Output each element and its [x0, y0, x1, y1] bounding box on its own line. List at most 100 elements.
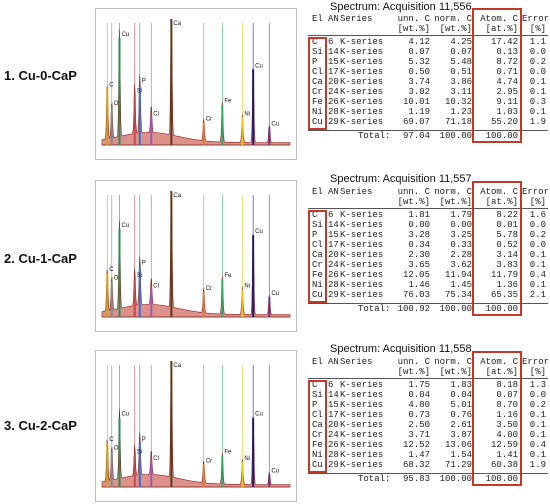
header-series: Series	[340, 14, 373, 24]
total-label: Total:	[358, 304, 391, 314]
total-unn: 100.92	[397, 304, 430, 314]
unit-err: [%]	[529, 24, 546, 34]
table-units: [wt.%] [wt.%] [at.%] [%]	[308, 197, 548, 207]
cell-norm: 71.18	[444, 117, 472, 127]
unit-norm: [wt.%]	[439, 197, 472, 207]
spectrum-svg-2: CO Cu SiP Cl Ca Cr Fe Ni Cu Cu	[101, 190, 291, 318]
cell-series: K-series	[340, 47, 384, 57]
cell-el: C	[312, 380, 318, 390]
table-row: P 15 K-series 3.28 3.25 5.78 0.2	[308, 230, 548, 240]
cell-el: Fe	[312, 97, 323, 107]
header-atom: Atom. C	[480, 357, 518, 367]
header-norm: norm. C	[434, 187, 472, 197]
cell-err: 1.1	[529, 37, 546, 47]
header-an: AN	[328, 14, 339, 24]
unit-atom: [at.%]	[485, 367, 518, 377]
cell-an: 28	[328, 280, 339, 290]
cell-norm: 10.32	[444, 97, 472, 107]
cell-err: 0.2	[529, 400, 546, 410]
cell-atom: 4.74	[496, 77, 518, 87]
cell-err: 0.1	[529, 87, 546, 97]
cell-unn: 0.00	[408, 220, 430, 230]
cell-an: 29	[328, 117, 339, 127]
total-atom: 100.00	[485, 304, 518, 314]
cell-unn: 1.81	[408, 210, 430, 220]
cell-err: 0.1	[529, 260, 546, 270]
table-row: Cu 29 K-series 76.03 75.34 65.35 2.1	[308, 290, 548, 300]
cell-unn: 0.73	[408, 410, 430, 420]
table-row: Cr 24 K-series 3.65 3.62 3.83 0.1	[308, 260, 548, 270]
spectrum-chart-3: C O Cu Si P Cl Ca Cr Fe Ni Cu Cu	[95, 350, 297, 502]
table-row: Cr 24 K-series 3.71 3.87 4.00 0.1	[308, 430, 548, 440]
table-row: Cu 29 K-series 69.07 71.18 55.20 1.9	[308, 117, 548, 127]
highlight-atom-column	[472, 181, 522, 316]
peak-label: Ca	[173, 21, 181, 27]
sample-label-3: 3. Cu-2-CaP	[4, 418, 77, 433]
peak-label: Cu	[121, 32, 129, 38]
table-divider	[308, 303, 548, 304]
cell-err: 1.9	[529, 460, 546, 470]
cell-norm: 0.33	[450, 240, 472, 250]
cell-err: 0.4	[529, 440, 546, 450]
peak-label: C	[109, 82, 114, 88]
unit-norm: [wt.%]	[439, 367, 472, 377]
peak-label: Cr	[206, 116, 212, 122]
cell-an: 28	[328, 450, 339, 460]
cell-unn: 1.47	[408, 450, 430, 460]
cell-atom: 1.36	[496, 280, 518, 290]
table-header: El AN Series unn. C norm. C Atom. C Error	[308, 14, 549, 24]
cell-series: K-series	[340, 87, 384, 97]
table-row: P 15 K-series 4.80 5.01 8.70 0.2	[308, 400, 548, 410]
table-total-row: Total: 100.92 100.00 100.00	[308, 304, 548, 314]
peak-label: Ca	[173, 193, 181, 199]
cell-norm: 5.48	[450, 57, 472, 67]
cell-atom: 4.00	[496, 430, 518, 440]
cell-an: 17	[328, 67, 339, 77]
cell-series: K-series	[340, 290, 384, 300]
cell-an: 24	[328, 430, 339, 440]
cell-series: K-series	[340, 420, 384, 430]
cell-an: 15	[328, 400, 339, 410]
highlight-element-column	[308, 380, 327, 473]
total-label: Total:	[358, 131, 391, 141]
cell-atom: 60.38	[490, 460, 518, 470]
peak-label: Cu	[255, 412, 263, 418]
spectrum-area	[101, 360, 291, 488]
cell-series: K-series	[340, 440, 384, 450]
peak-label: Cu	[271, 468, 279, 474]
cell-atom: 55.20	[490, 117, 518, 127]
header-an: AN	[328, 357, 339, 367]
cell-norm: 3.25	[450, 230, 472, 240]
cell-unn: 2.30	[408, 250, 430, 260]
cell-series: K-series	[340, 450, 384, 460]
peak-label: P	[142, 437, 146, 443]
cell-atom: 65.35	[490, 290, 518, 300]
unit-err: [%]	[529, 197, 546, 207]
table-row: Cu 29 K-series 68.32 71.29 60.38 1.9	[308, 460, 548, 470]
cell-series: K-series	[340, 430, 384, 440]
header-unn: unn. C	[397, 187, 430, 197]
highlight-atom-column	[472, 8, 522, 143]
cell-an: 29	[328, 290, 339, 300]
cell-an: 20	[328, 420, 339, 430]
table-row: Si 14 K-series 0.04 0.04 0.07 0.0	[308, 390, 548, 400]
cell-an: 26	[328, 440, 339, 450]
cell-err: 0.2	[529, 57, 546, 67]
cell-series: K-series	[340, 270, 384, 280]
spectrum-title-3: Spectrum: Acquisition 11,558	[330, 343, 472, 355]
peak-label: Cu	[255, 63, 263, 69]
unit-unn: [wt.%]	[397, 197, 430, 207]
cell-err: 0.0	[529, 67, 546, 77]
cell-unn: 1.19	[408, 107, 430, 117]
table-divider	[308, 130, 548, 131]
table-divider	[308, 473, 548, 474]
cell-atom: 1.41	[496, 450, 518, 460]
cell-series: K-series	[340, 97, 384, 107]
table-row: Cl 17 K-series 0.34 0.33 0.52 0.0	[308, 240, 548, 250]
peak-label: O	[114, 276, 119, 282]
cell-unn: 3.71	[408, 430, 430, 440]
table-row: Fe 26 K-series 10.01 10.32 9.11 0.3	[308, 97, 548, 107]
cell-el: Fe	[312, 270, 323, 280]
table-row: P 15 K-series 5.32 5.48 8.72 0.2	[308, 57, 548, 67]
